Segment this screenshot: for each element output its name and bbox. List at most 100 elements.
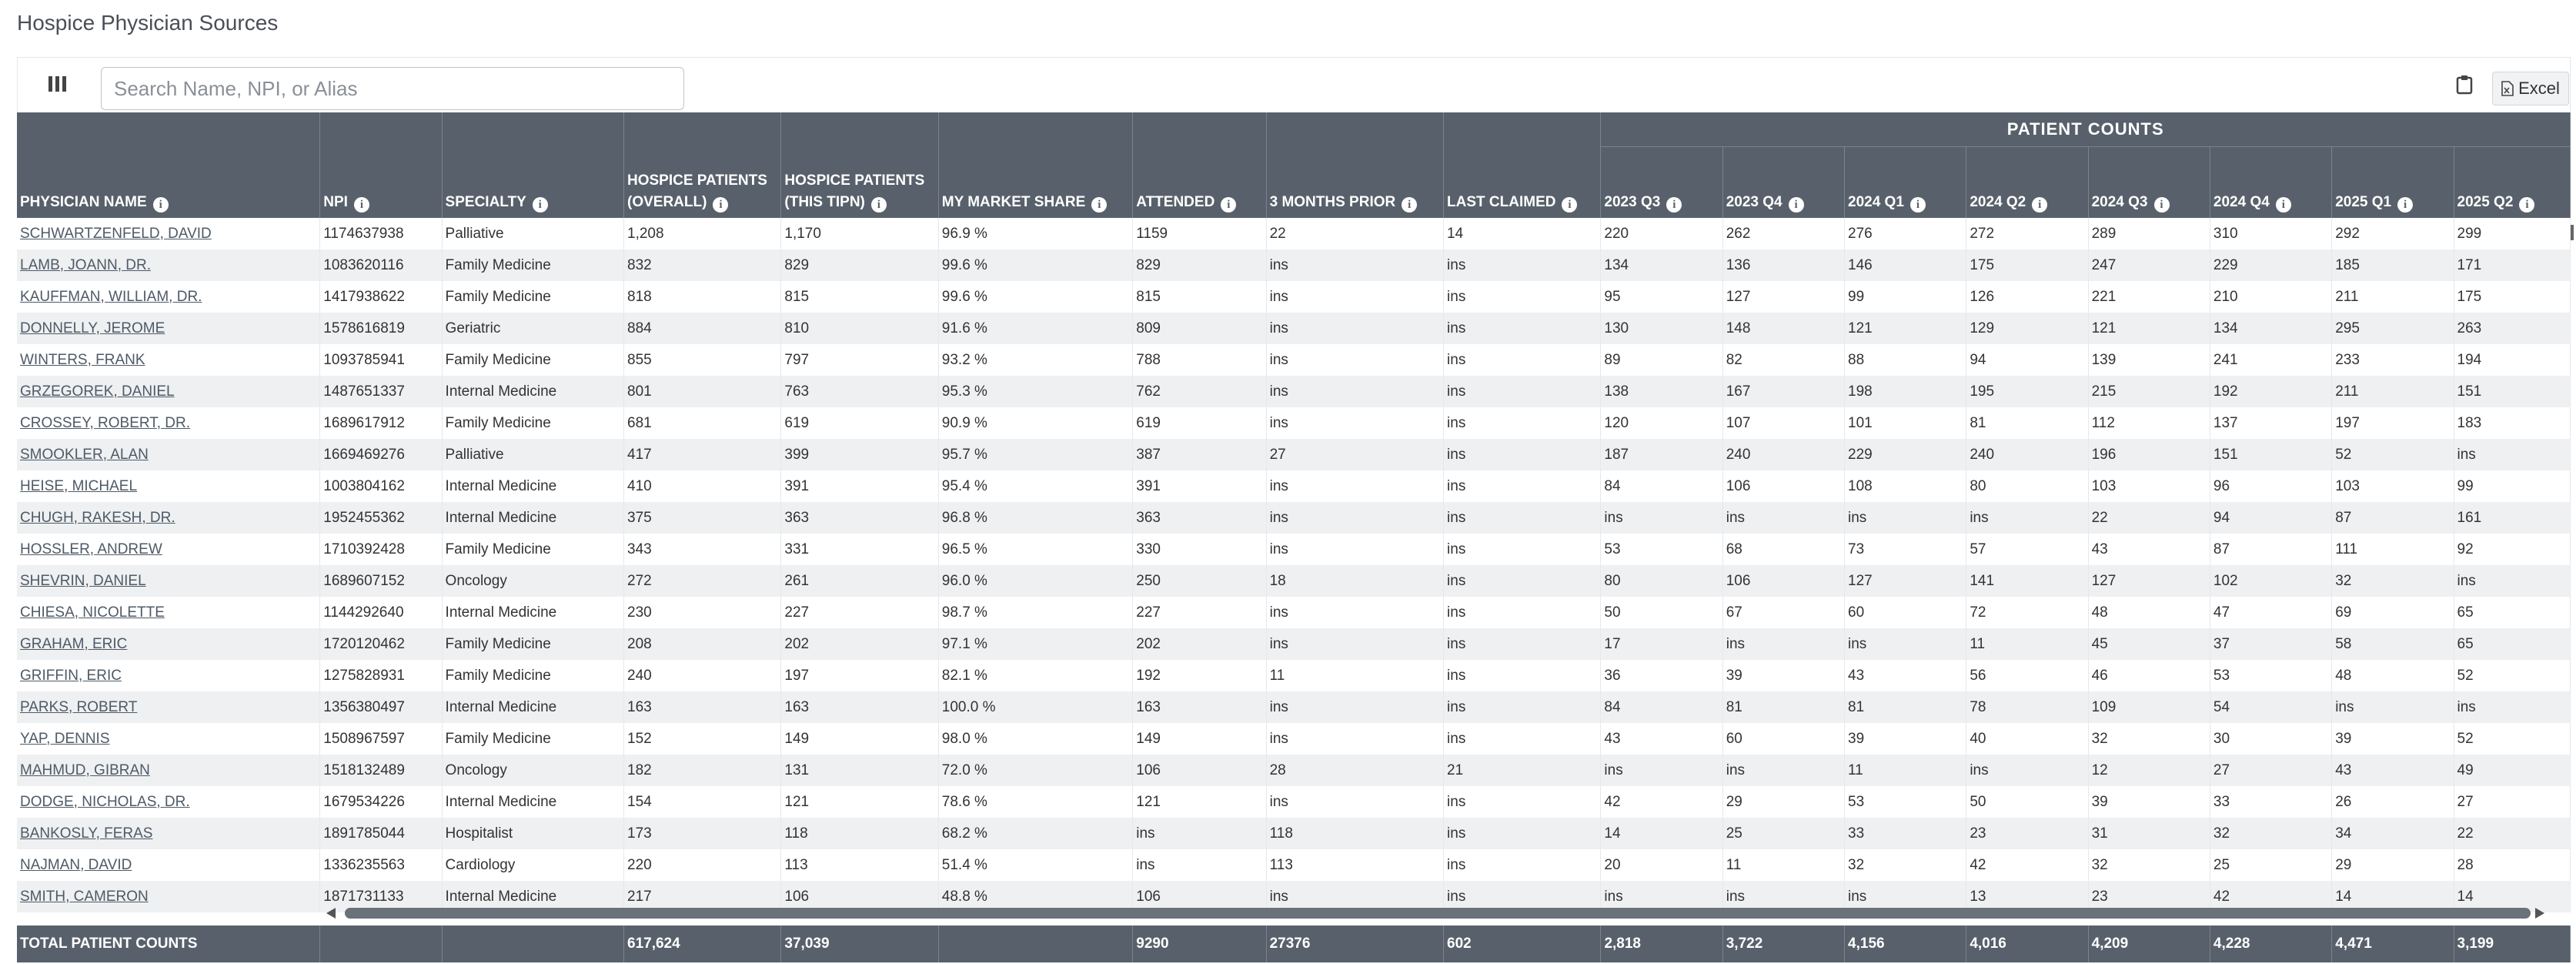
table-cell: 23	[2088, 881, 2210, 912]
columns-icon[interactable]	[48, 75, 67, 95]
column-header[interactable]: MY MARKET SHARE i	[938, 112, 1134, 218]
info-icon[interactable]: i	[353, 197, 369, 213]
column-header[interactable]: 2025 Q2 i	[2454, 146, 2571, 218]
table-cell: 87	[2210, 534, 2333, 565]
info-icon[interactable]: i	[870, 197, 887, 213]
info-icon[interactable]: i	[713, 197, 729, 213]
table-cell: 148	[1722, 313, 1846, 344]
column-header[interactable]: 2023 Q4 i	[1722, 146, 1846, 218]
table-cell: 32	[2210, 818, 2333, 849]
table-cell: 1417938622	[319, 281, 443, 313]
info-icon[interactable]: i	[2153, 197, 2170, 213]
table-cell: CHUGH, RAKESH, DR.	[17, 502, 321, 534]
info-icon[interactable]: i	[1666, 197, 1682, 213]
info-icon[interactable]: i	[152, 197, 169, 213]
table-cell: 95.4 %	[938, 470, 1134, 502]
column-header[interactable]: PHYSICIAN NAME i	[17, 112, 321, 218]
table-cell: 363	[1132, 502, 1267, 534]
table-cell: 815	[1132, 281, 1267, 313]
physician-name-link[interactable]: BANKOSLY, FERAS	[20, 825, 153, 842]
table-cell: 26	[2331, 786, 2454, 818]
table-cell: 47	[2210, 597, 2333, 628]
totals-cell: 602	[1443, 926, 1602, 962]
table-cell: LAMB, JOANN, DR.	[17, 249, 321, 281]
physician-name-link[interactable]: PARKS, ROBERT	[20, 698, 138, 715]
vertical-scrollbar-thumb[interactable]	[2571, 225, 2574, 240]
physician-name-link[interactable]: MAHMUD, GIBRAN	[20, 761, 150, 778]
column-header[interactable]: 2024 Q3 i	[2088, 146, 2210, 218]
physician-name-link[interactable]: SHEVRIN, DANIEL	[20, 572, 146, 589]
table-cell: 33	[1844, 818, 1967, 849]
table-row: GRAHAM, ERIC 1720120462 Family Medicine 208…	[17, 628, 2571, 660]
physician-name-link[interactable]: GRIFFIN, ERIC	[20, 667, 122, 684]
table-cell: ins	[1443, 502, 1602, 534]
table-cell: 42	[1966, 849, 2089, 881]
column-header[interactable]: 2024 Q2 i	[1966, 146, 2089, 218]
scroll-left-arrow-icon[interactable]	[326, 908, 336, 919]
info-icon[interactable]: i	[2397, 197, 2414, 213]
table-cell: 96	[2210, 470, 2333, 502]
horizontal-scrollbar[interactable]	[323, 906, 2548, 920]
table-cell: 247	[2088, 249, 2210, 281]
physician-name-link[interactable]: LAMB, JOANN, DR.	[20, 256, 151, 273]
table-cell: 73	[1844, 534, 1967, 565]
search-input[interactable]	[101, 67, 684, 110]
scrollbar-thumb[interactable]	[345, 908, 2531, 919]
physician-name-link[interactable]: DONNELLY, JEROME	[20, 320, 165, 336]
physician-name-link[interactable]: CROSSEY, ROBERT, DR.	[20, 414, 191, 431]
physician-name-link[interactable]: GRAHAM, ERIC	[20, 635, 128, 652]
column-header[interactable]: 3 MONTHS PRIOR i	[1266, 112, 1445, 218]
column-header[interactable]: 2024 Q1 i	[1844, 146, 1967, 218]
totals-cell: 37,039	[780, 926, 939, 962]
info-icon[interactable]: i	[1402, 197, 1418, 213]
physician-name-link[interactable]: KAUFFMAN, WILLIAM, DR.	[20, 288, 202, 305]
column-header[interactable]: NPI i	[319, 112, 443, 218]
clipboard-icon[interactable]	[2456, 75, 2473, 95]
physician-name-link[interactable]: CHIESA, NICOLETTE	[20, 604, 165, 621]
table-cell: 51.4 %	[938, 849, 1134, 881]
physician-name-link[interactable]: SCHWARTZENFELD, DAVID	[20, 225, 212, 242]
table-cell: 1003804162	[319, 470, 443, 502]
table-cell: 129	[1966, 313, 2089, 344]
column-header[interactable]: 2023 Q3 i	[1600, 146, 1723, 218]
table-cell: ins	[1266, 344, 1445, 376]
info-icon[interactable]: i	[1909, 197, 1926, 213]
info-icon[interactable]: i	[1788, 197, 1804, 213]
physician-name-link[interactable]: HEISE, MICHAEL	[20, 477, 138, 494]
table-cell: 102	[2210, 565, 2333, 597]
info-icon[interactable]: i	[1562, 197, 1578, 213]
info-icon[interactable]: i	[2519, 197, 2535, 213]
table-cell: 1679534226	[319, 786, 443, 818]
physician-name-link[interactable]: HOSSLER, ANDREW	[20, 541, 162, 557]
physician-name-link[interactable]: SMOOKLER, ALAN	[20, 446, 149, 463]
info-icon[interactable]: i	[532, 197, 548, 213]
table-cell: ins	[1266, 249, 1445, 281]
column-header[interactable]: SPECIALTY i	[442, 112, 625, 218]
physician-name-link[interactable]: YAP, DENNIS	[20, 730, 110, 747]
column-header[interactable]: ATTENDED i	[1132, 112, 1267, 218]
physician-name-link[interactable]: CHUGH, RAKESH, DR.	[20, 509, 175, 526]
info-icon[interactable]: i	[2032, 197, 2048, 213]
column-header[interactable]: HOSPICE PATIENTS (OVERALL) i	[623, 112, 782, 218]
physician-name-link[interactable]: WINTERS, FRANK	[20, 351, 145, 368]
info-icon[interactable]: i	[1221, 197, 1237, 213]
table-cell: 240	[1722, 439, 1846, 470]
info-icon[interactable]: i	[1091, 197, 1108, 213]
physician-name-link[interactable]: NAJMAN, DAVID	[20, 856, 132, 873]
info-icon[interactable]: i	[2275, 197, 2291, 213]
column-header[interactable]: HOSPICE PATIENTS (THIS TIPN) i	[780, 112, 939, 218]
table-cell: 95.7 %	[938, 439, 1134, 470]
physician-name-link[interactable]: GRZEGOREK, DANIEL	[20, 383, 175, 400]
column-header[interactable]: LAST CLAIMED i	[1443, 112, 1602, 218]
physician-name-link[interactable]: DODGE, NICHOLAS, DR.	[20, 793, 190, 810]
table-cell: 130	[1600, 313, 1723, 344]
table-cell: 1518132489	[319, 755, 443, 786]
table-cell: 1689617912	[319, 407, 443, 439]
physician-name-link[interactable]: SMITH, CAMERON	[20, 888, 149, 905]
column-header[interactable]: 2025 Q1 i	[2331, 146, 2454, 218]
excel-export-button[interactable]: Excel	[2492, 72, 2569, 105]
column-header[interactable]: 2024 Q4 i	[2210, 146, 2333, 218]
table-cell: CHIESA, NICOLETTE	[17, 597, 321, 628]
table-cell: 53	[1844, 786, 1967, 818]
scroll-right-arrow-icon[interactable]	[2535, 908, 2544, 919]
